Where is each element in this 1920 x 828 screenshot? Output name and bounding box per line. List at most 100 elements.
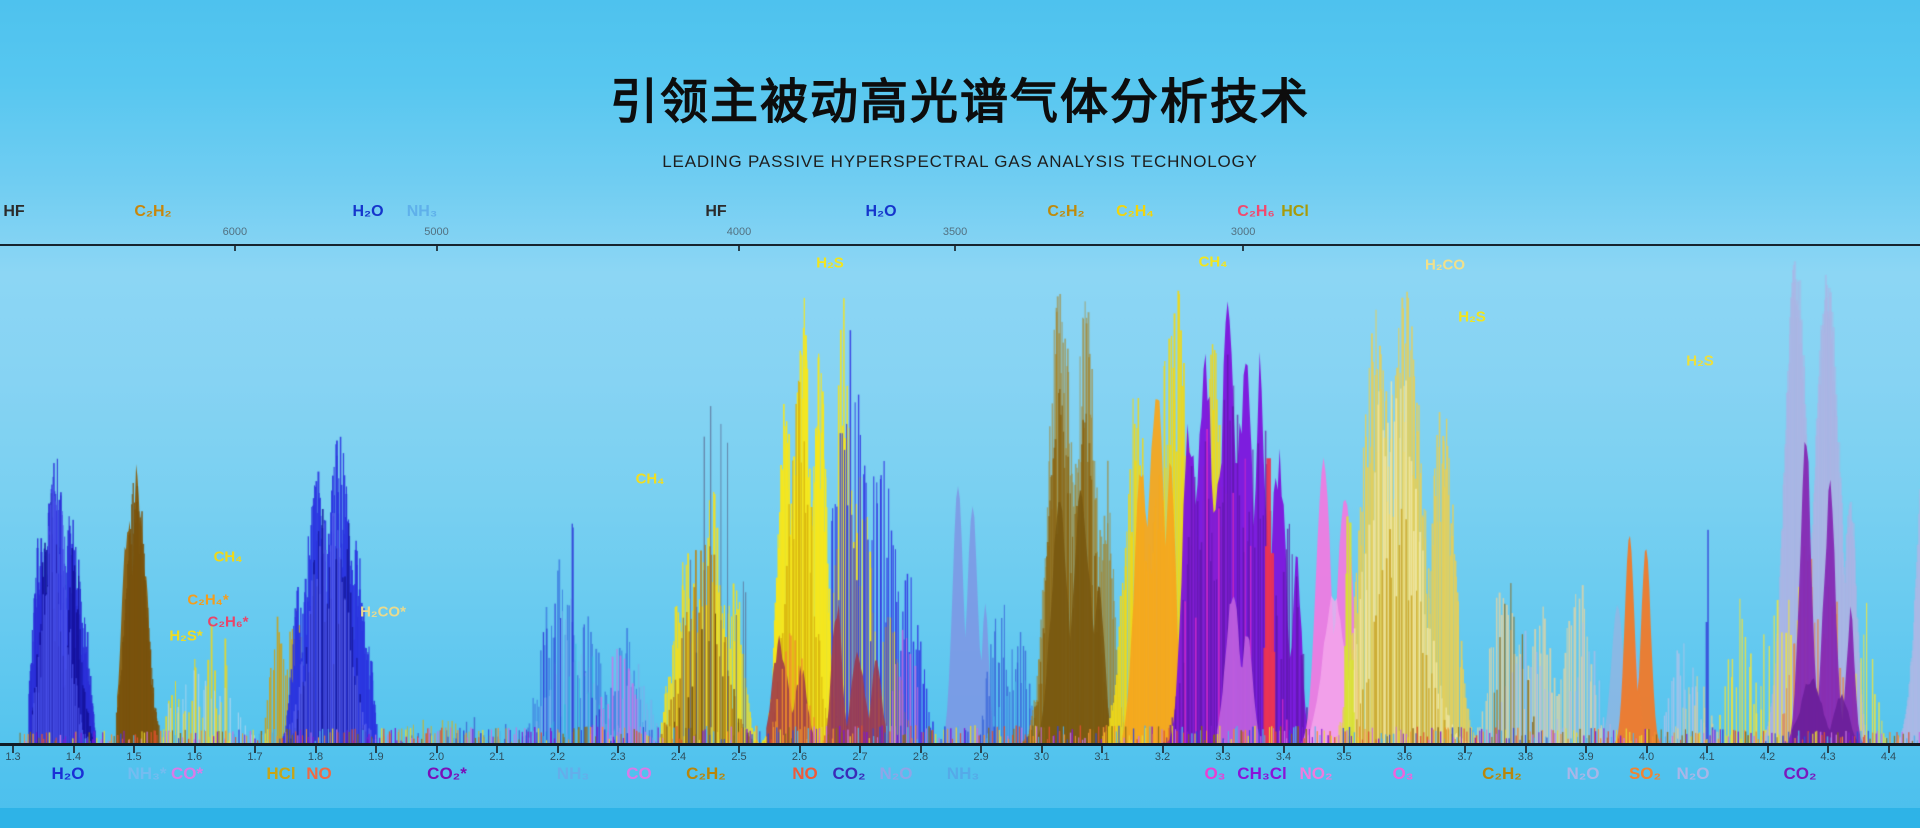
footer-strip [0,808,1920,828]
species-label-CO₂*: CO₂* [427,764,467,783]
wavelength-tick-label: 3.0 [1033,751,1050,763]
wavenumber-tick [738,246,740,251]
wavelength-tick [254,746,256,753]
wavelength-tick-label: 2.3 [610,751,626,763]
wavelength-tick-label: 3.2 [1154,751,1171,763]
wavelength-tick-label: 1.8 [307,751,324,763]
wavelength-tick [980,746,982,753]
wavelength-tick [1585,746,1587,753]
species-label-CH₃Cl: CH₃Cl [1237,764,1287,783]
wavelength-tick [375,746,377,753]
wavelength-tick-label: 3.1 [1094,751,1110,763]
wavelength-tick-label: 3.8 [1517,751,1534,763]
species-label-NO: NO [306,764,332,783]
wavelength-tick [496,746,498,753]
species-label-C₂H₂: C₂H₂ [134,203,172,220]
wavelength-tick-label: 4.2 [1759,751,1776,763]
wavelength-tick [193,746,196,753]
species-label-HCl: HCl [266,764,296,783]
chart-label-CH₄: CH₄ [213,548,243,566]
species-label-C₂H₄: C₂H₄ [1116,203,1154,220]
wavenumber-tick-label: 4000 [726,226,752,238]
wavelength-tick-label: 1.7 [247,751,263,763]
wavelength-tick [1464,746,1466,753]
species-label-O₃: O₃ [1392,764,1414,783]
wavelength-tick-label: 1.9 [368,751,384,763]
species-label-HF: HF [3,203,25,220]
wavenumber-tick-label: 6000 [222,226,248,238]
wavenumber-tick [1242,246,1245,251]
wavelength-tick-label: 3.6 [1396,751,1413,763]
wavenumber-tick [233,246,236,251]
wavelength-tick-label: 4.0 [1638,751,1655,763]
wavenumber-tick [954,246,957,251]
wavelength-tick [1101,746,1103,753]
wavelength-tick [556,746,559,753]
wavelength-tick [1282,746,1285,753]
species-label-C₂H₂: C₂H₂ [686,764,726,783]
species-label-NH₃: NH₃ [406,203,438,220]
chart-label-H₂S: H₂S [1458,308,1486,326]
wavelength-tick-label: 4.3 [1820,751,1836,763]
species-label-NH₃: NH₃ [946,764,980,783]
species-label-H₂O: H₂O [352,203,384,220]
chart-label-H₂CO: H₂CO [1425,256,1465,274]
chart-label-H₂S: H₂S [816,254,844,272]
wavelength-tick-label: 2.4 [670,751,687,763]
wavelength-tick [859,746,861,753]
species-label-O₃: O₃ [1204,764,1226,783]
wavelength-tick [435,746,438,753]
wavelength-tick-label: 2.2 [549,751,566,763]
wavelength-tick [1222,746,1224,753]
wavelength-tick [1645,746,1648,753]
wavelength-tick-label: 2.8 [912,751,929,763]
species-label-NH₃: NH₃ [556,764,590,783]
wavenumber-tick-label: 3000 [1230,226,1256,238]
wavelength-tick [798,746,801,753]
page-subtitle: LEADING PASSIVE HYPERSPECTRAL GAS ANALYS… [662,152,1258,171]
wavelength-tick [314,746,317,753]
species-label-HF: HF [705,203,727,220]
wavelength-tick-label: 3.7 [1457,751,1473,763]
wavelength-tick [738,746,740,753]
species-label-NH₃*: NH₃* [127,764,167,783]
wavelength-tick [1524,746,1527,753]
chart-label-C₂H₆*: C₂H₆* [207,613,249,631]
wavelength-tick [1706,746,1708,753]
wavelength-tick-label: 3.4 [1275,751,1292,763]
wavelength-tick [617,746,619,753]
species-label-HCl: HCl [1281,203,1309,220]
species-label-CO₂: CO₂ [1783,764,1817,783]
wavelength-tick-label: 1.5 [126,751,142,763]
wavelength-tick [677,746,680,753]
species-label-H₂O: H₂O [865,203,897,220]
wavelength-tick [919,746,922,753]
chart-label-C₂H₄*: C₂H₄* [187,591,229,609]
page-title: 引领主被动高光谱气体分析技术 [609,76,1310,129]
species-label-CO*: CO* [170,764,204,783]
species-label-CO: CO [626,764,652,783]
wavelength-tick-label: 3.3 [1215,751,1231,763]
wavelength-tick-label: 2.6 [791,751,808,763]
chart-label-CH₄: CH₄ [1198,253,1228,271]
wavelength-tick-label: 4.4 [1880,751,1897,763]
species-label-N₂O: N₂O [1566,764,1600,783]
wavelength-tick-label: 1.4 [65,751,82,763]
wavelength-tick-label: 2.9 [973,751,989,763]
wavelength-tick [72,746,75,753]
wavelength-tick-label: 3.5 [1336,751,1352,763]
chart-label-H₂S: H₂S [1686,352,1714,370]
wavelength-tick [1887,746,1890,753]
wavelength-tick [133,746,135,753]
wavenumber-tick-label: 3500 [942,226,968,238]
species-label-C₂H₂: C₂H₂ [1482,764,1522,783]
wavelength-tick [1403,746,1406,753]
wavelength-tick-label: 4.1 [1699,751,1715,763]
species-label-SO₂: SO₂ [1628,764,1662,783]
wavelength-tick [1161,746,1164,753]
wavenumber-tick-label: 5000 [424,226,449,238]
species-label-H₂O: H₂O [51,764,85,783]
species-label-NO₂: NO₂ [1299,764,1333,783]
